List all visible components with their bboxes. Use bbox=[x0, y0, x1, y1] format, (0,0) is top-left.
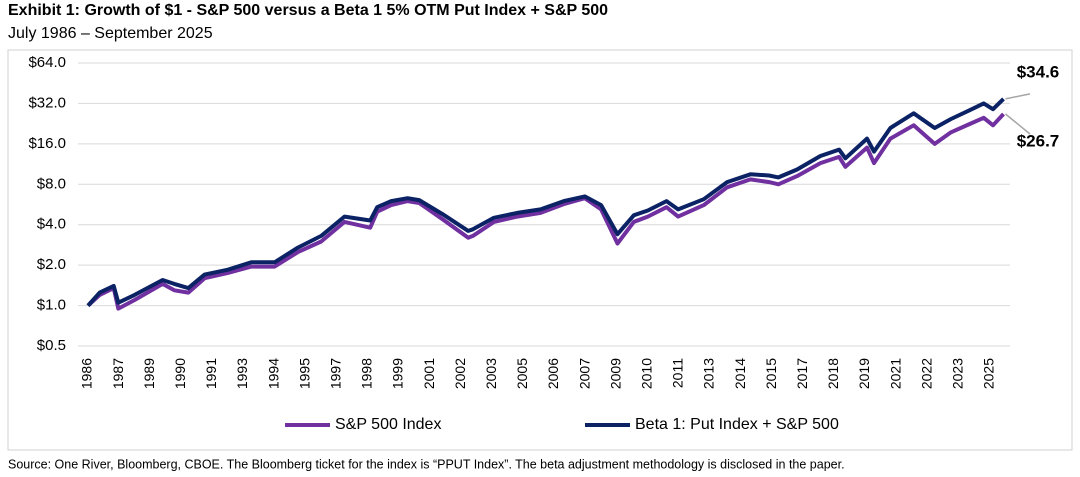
legend-label: Beta 1: Put Index + S&P 500 bbox=[635, 416, 839, 433]
x-tick-label: 2003 bbox=[483, 358, 499, 389]
series-line bbox=[86, 112, 1005, 311]
x-tick-label: 2017 bbox=[794, 358, 810, 389]
x-tick-label: 2014 bbox=[732, 358, 748, 389]
y-tick-label: $0.5 bbox=[37, 337, 66, 354]
x-tick-label: 1997 bbox=[328, 358, 344, 389]
x-tick-label: 2005 bbox=[514, 358, 530, 389]
x-tick-label: 2007 bbox=[576, 358, 592, 389]
x-tick-label: 2025 bbox=[981, 358, 997, 389]
annotation-connector bbox=[1005, 93, 1031, 100]
y-tick-label: $16.0 bbox=[28, 135, 66, 152]
x-tick-label: 1995 bbox=[296, 358, 312, 389]
x-tick-label: 1987 bbox=[110, 358, 126, 389]
source-note: Source: One River, Bloomberg, CBOE. The … bbox=[8, 457, 845, 471]
x-tick-label: 2013 bbox=[701, 358, 717, 389]
x-tick-label: 1986 bbox=[79, 358, 95, 389]
x-tick-label: 2001 bbox=[421, 358, 437, 389]
x-tick-label: 2023 bbox=[949, 358, 965, 389]
x-tick-label: 2021 bbox=[887, 358, 903, 389]
annotation-connector bbox=[1005, 113, 1031, 135]
annotation-label: $34.6 bbox=[1017, 62, 1060, 81]
x-tick-label: 2011 bbox=[670, 358, 686, 388]
x-tick-label: 2022 bbox=[918, 358, 934, 389]
y-tick-label: $1.0 bbox=[37, 297, 66, 314]
x-tick-label: 1989 bbox=[141, 358, 157, 389]
x-tick-label: 1993 bbox=[234, 358, 250, 389]
x-tick-label: 2010 bbox=[638, 358, 654, 389]
x-tick-label: 1994 bbox=[265, 358, 281, 389]
legend-label: S&P 500 Index bbox=[335, 416, 441, 433]
y-tick-label: $8.0 bbox=[37, 175, 66, 192]
x-tick-label: 1999 bbox=[390, 358, 406, 389]
x-tick-label: 1991 bbox=[203, 358, 219, 389]
chart-title: Exhibit 1: Growth of $1 - S&P 500 versus… bbox=[8, 2, 608, 19]
x-tick-label: 2015 bbox=[763, 358, 779, 389]
x-tick-label: 2019 bbox=[856, 358, 872, 389]
chart-subtitle: July 1986 – September 2025 bbox=[8, 25, 213, 42]
x-tick-label: 2006 bbox=[545, 358, 561, 389]
series-line bbox=[86, 97, 1005, 307]
y-tick-label: $2.0 bbox=[37, 256, 66, 273]
x-tick-label: 1998 bbox=[359, 358, 375, 389]
x-tick-label: 2002 bbox=[452, 358, 468, 389]
x-tick-label: 2018 bbox=[825, 358, 841, 389]
chart-frame bbox=[7, 49, 1073, 451]
annotation-label: $26.7 bbox=[1017, 131, 1060, 150]
y-tick-label: $4.0 bbox=[37, 216, 66, 233]
x-tick-label: 2009 bbox=[607, 358, 623, 389]
y-tick-label: $64.0 bbox=[28, 54, 66, 71]
y-tick-label: $32.0 bbox=[28, 94, 66, 111]
x-tick-label: 1990 bbox=[172, 358, 188, 389]
